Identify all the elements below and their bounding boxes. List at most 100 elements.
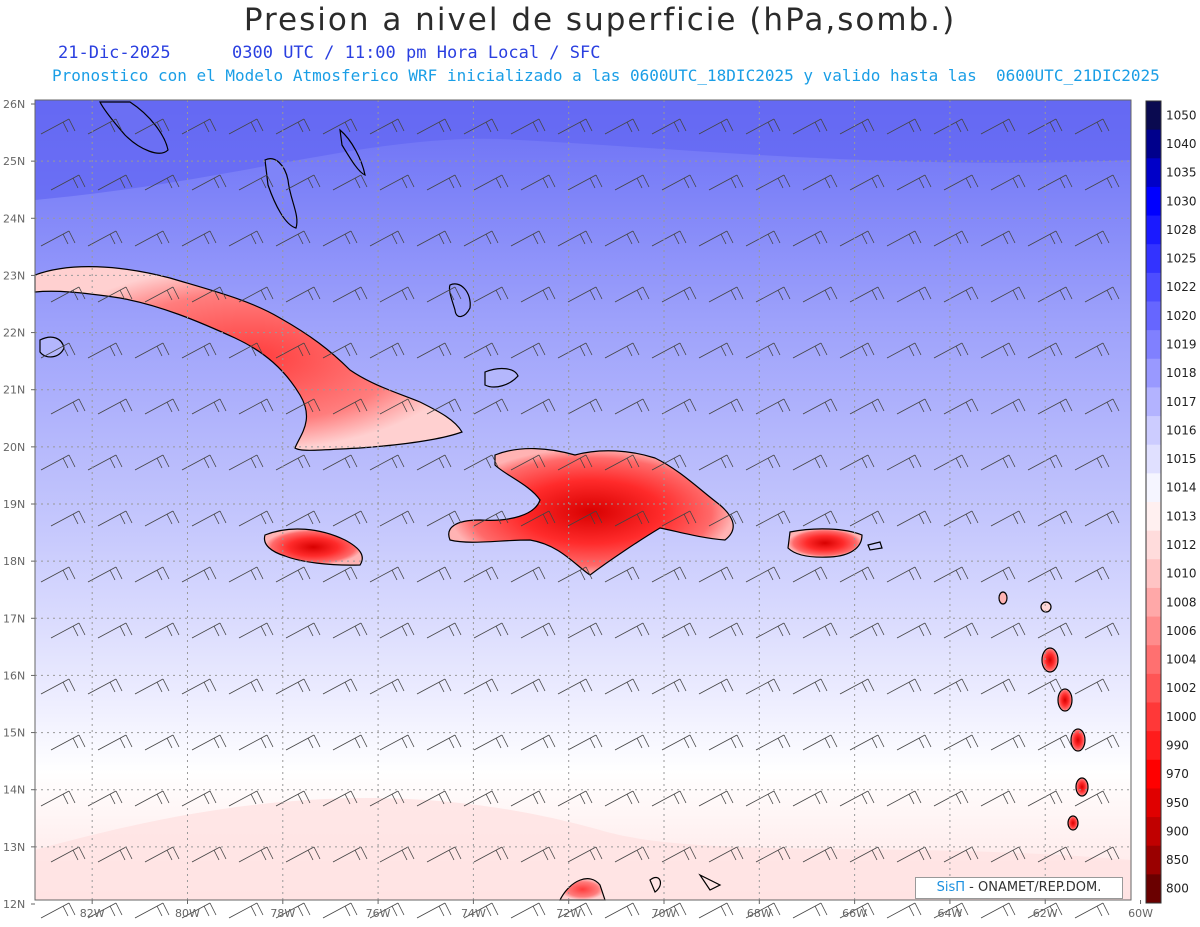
wind-barb — [802, 734, 838, 751]
wind-barb — [40, 454, 76, 471]
wind-barb — [990, 398, 1026, 415]
wind-barb — [510, 118, 546, 135]
wind-barb — [614, 398, 650, 415]
lat-label: 23N — [3, 269, 25, 282]
pressure-colorbar: 1050 1040 1035 1030 1028 1025 1022 1020 1019 1018… — [1145, 100, 1197, 904]
wind-barb — [285, 622, 321, 639]
colorbar-label: 990 — [1166, 738, 1189, 752]
colorbar-segment — [1146, 874, 1161, 904]
wind-barb — [191, 398, 227, 415]
wind-barb — [980, 454, 1016, 471]
wind-barb — [698, 454, 734, 471]
wind-barb — [97, 622, 133, 639]
lat-label: 17N — [3, 612, 25, 625]
colorbar-label: 1014 — [1166, 481, 1197, 495]
wind-barb — [990, 622, 1026, 639]
colorbar-segment — [1146, 702, 1161, 732]
wind-barb — [990, 734, 1026, 751]
wind-barb — [275, 454, 311, 471]
wind-barb — [275, 230, 311, 247]
wind-barb — [1027, 790, 1063, 807]
wind-barb — [510, 678, 546, 695]
st-kitts — [998, 591, 1008, 605]
longitude-labels: 82W 80W 78W 76W 74W 72W 70W 68W 66W 64W 62W 60W — [80, 900, 1153, 920]
wind-barb — [698, 118, 734, 135]
wind-barb — [332, 846, 368, 863]
wind-barb — [238, 286, 274, 303]
wind-barb — [849, 174, 885, 191]
lat-lon-grid — [35, 100, 1131, 900]
wind-barb — [1037, 734, 1073, 751]
colorbar-segment — [1146, 358, 1161, 388]
wind-barb — [1027, 342, 1063, 359]
lat-label: 14N — [3, 784, 25, 797]
wind-barb — [755, 174, 791, 191]
wind-barb — [604, 230, 640, 247]
wind-barb — [322, 678, 358, 695]
cuba — [34, 266, 463, 451]
wind-barb — [990, 510, 1026, 527]
map-frame — [34, 99, 1132, 901]
wind-barb — [369, 118, 405, 135]
wind-barb — [943, 174, 979, 191]
wind-barb — [322, 118, 358, 135]
wind-barb — [708, 286, 744, 303]
colorbar-segment — [1146, 559, 1161, 589]
wind-barb — [134, 342, 170, 359]
wind-barb — [285, 398, 321, 415]
map-title: Presion a nivel de superficie (hPa,somb.… — [243, 2, 957, 38]
wind-barb — [557, 566, 593, 583]
wind-barb — [755, 846, 791, 863]
wind-barb — [144, 846, 180, 863]
colorbar-segment — [1146, 244, 1161, 274]
wind-barb — [567, 734, 603, 751]
wind-barb — [228, 118, 264, 135]
wind-barb — [275, 678, 311, 695]
wind-barb — [980, 230, 1016, 247]
wind-barb — [463, 902, 499, 919]
wind-barb — [839, 230, 875, 247]
colorbar-frame — [1145, 100, 1162, 904]
wind-barb — [651, 230, 687, 247]
wind-barb — [228, 454, 264, 471]
colorbar-segment — [1146, 817, 1161, 847]
wind-barb — [755, 734, 791, 751]
colorbar-segment — [1146, 845, 1161, 875]
wind-barb — [943, 846, 979, 863]
wind-barb — [473, 398, 509, 415]
wind-barb — [1074, 678, 1110, 695]
wind-barb — [181, 790, 217, 807]
wind-barb — [896, 846, 932, 863]
wind-barb — [557, 342, 593, 359]
colorbar-segment — [1146, 731, 1161, 761]
wind-barb — [426, 398, 462, 415]
wind-barb — [745, 342, 781, 359]
colorbar-segment — [1146, 272, 1161, 302]
forecast-date: 21-Dic-2025 — [58, 43, 171, 63]
colorbar-label: 1017 — [1166, 395, 1197, 409]
wind-barb — [567, 510, 603, 527]
wind-barb — [369, 454, 405, 471]
wind-barb — [181, 230, 217, 247]
wind-barb — [792, 678, 828, 695]
forecast-time: 0300 UTC / 11:00 pm Hora Local / SFC — [232, 43, 601, 63]
wind-barb — [708, 622, 744, 639]
colorbar-segment — [1146, 645, 1161, 675]
wind-barb — [520, 622, 556, 639]
wind-barb — [379, 622, 415, 639]
wind-barb — [40, 230, 76, 247]
florida — [99, 101, 169, 154]
lat-label: 18N — [3, 555, 25, 568]
wind-barb — [614, 286, 650, 303]
colorbar-label: 850 — [1166, 853, 1189, 867]
wind-barb — [144, 734, 180, 751]
wind-barb — [1037, 174, 1073, 191]
colorbar-label: 1022 — [1166, 280, 1197, 294]
colorbar-label: 1006 — [1166, 624, 1197, 638]
colorbar-segment — [1146, 759, 1161, 789]
colorbar-segment — [1146, 301, 1161, 331]
wind-barb — [661, 174, 697, 191]
lon-label: 62W — [1033, 907, 1058, 920]
colorbar-label: 1015 — [1166, 452, 1197, 466]
wind-barb — [896, 622, 932, 639]
